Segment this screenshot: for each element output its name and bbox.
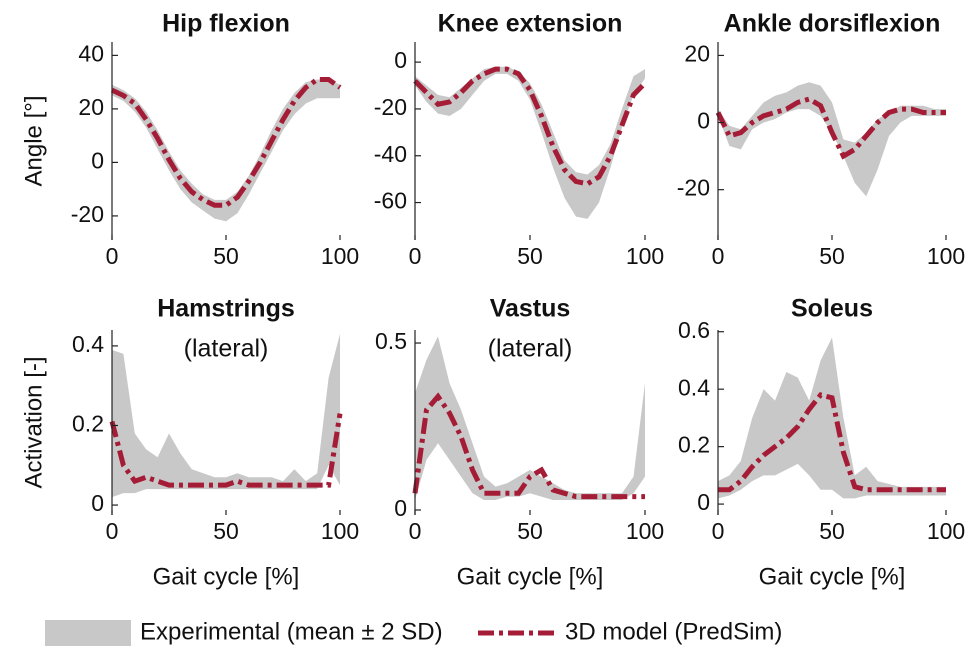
experimental-band — [415, 66, 645, 219]
y-tick-label: 0 — [91, 490, 104, 516]
x-tick-label: 0 — [712, 518, 725, 544]
x-tick-label: 0 — [712, 243, 725, 269]
y-tick-label: 0 — [697, 489, 710, 515]
experimental-band — [112, 79, 340, 222]
x-tick-label: 100 — [321, 518, 359, 544]
chart-title: Vastus — [490, 295, 571, 323]
model-line — [715, 96, 946, 160]
y-tick-label: -20 — [677, 175, 710, 201]
experimental-band — [718, 82, 946, 197]
x-tick-label: 100 — [626, 243, 664, 269]
y-tick-label: 20 — [78, 94, 104, 120]
x-tick-label: 50 — [213, 518, 239, 544]
model-line — [718, 392, 946, 493]
chart-subtitle: (lateral) — [184, 335, 269, 363]
y-tick-label: -20 — [374, 94, 407, 120]
y-tick-label: 0.4 — [72, 331, 104, 357]
y-tick-label: 0 — [91, 147, 104, 173]
chart-title: Soleus — [791, 295, 873, 323]
y-axis-label: Angle [°] — [20, 96, 47, 187]
model-line — [109, 413, 343, 488]
x-tick-label: 0 — [106, 518, 119, 544]
y-tick-label: 40 — [78, 40, 104, 66]
x-axis-label: Gait cycle [%] — [457, 563, 604, 590]
y-tick-label: 0 — [394, 47, 407, 73]
y-tick-label: 0.4 — [678, 374, 710, 400]
chart-title: Ankle dorsiflexion — [724, 10, 941, 38]
x-tick-label: 50 — [819, 243, 845, 269]
y-axis-label: Activation [-] — [20, 356, 47, 488]
chart-title: Hip flexion — [162, 10, 290, 38]
model-line — [412, 392, 645, 500]
x-tick-label: 50 — [213, 243, 239, 269]
y-tick-label: -40 — [374, 141, 407, 167]
y-tick-label: 0.2 — [678, 432, 710, 458]
legend-swatch-band — [45, 620, 131, 646]
x-tick-label: 50 — [517, 518, 543, 544]
y-tick-label: 0.2 — [72, 411, 104, 437]
x-tick-label: 50 — [819, 518, 845, 544]
y-tick-label: 0.5 — [375, 328, 407, 354]
y-tick-label: 0 — [697, 108, 710, 134]
x-axis-label: Gait cycle [%] — [759, 563, 906, 590]
experimental-band — [112, 333, 340, 498]
x-axis-label: Gait cycle [%] — [153, 563, 300, 590]
x-tick-label: 0 — [106, 243, 119, 269]
x-tick-label: 100 — [321, 243, 359, 269]
legend-label: Experimental (mean ± 2 SD) — [140, 618, 443, 645]
x-tick-label: 100 — [927, 518, 965, 544]
chart-subtitle: (lateral) — [488, 335, 573, 363]
y-tick-label: -20 — [71, 201, 104, 227]
x-tick-label: 50 — [517, 243, 543, 269]
chart-title: Knee extension — [438, 10, 623, 38]
legend-label: 3D model (PredSim) — [565, 618, 782, 645]
chart-title: Hamstrings — [157, 295, 295, 323]
y-tick-label: -60 — [374, 188, 407, 214]
model-line — [110, 76, 342, 208]
x-tick-label: 0 — [409, 518, 422, 544]
experimental-band — [718, 337, 946, 499]
x-tick-label: 0 — [409, 243, 422, 269]
y-tick-label: 20 — [684, 41, 710, 67]
y-tick-label: 0 — [394, 495, 407, 521]
x-tick-label: 100 — [927, 243, 965, 269]
x-tick-label: 100 — [626, 518, 664, 544]
experimental-band — [415, 336, 645, 500]
y-tick-label: 0.6 — [678, 317, 710, 343]
